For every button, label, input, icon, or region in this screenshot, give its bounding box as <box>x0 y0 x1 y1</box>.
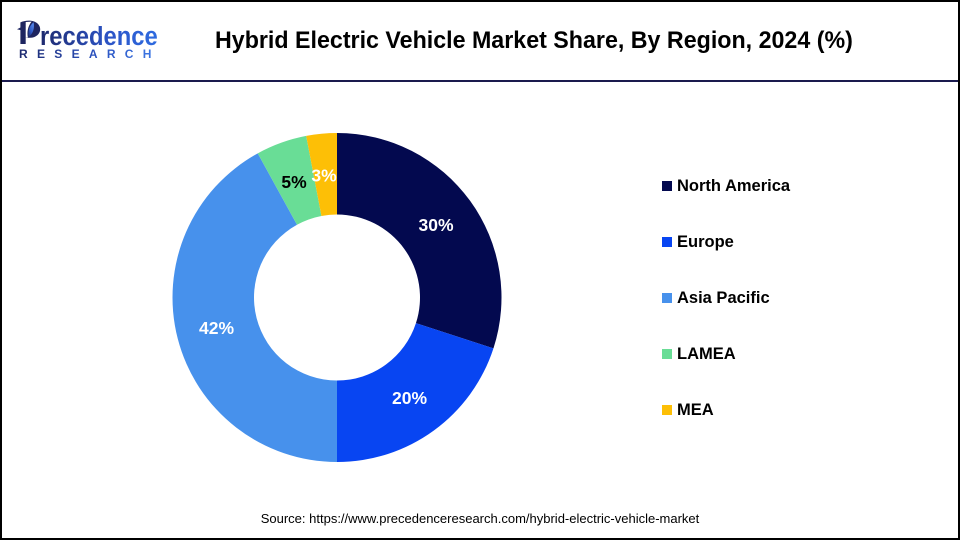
svg-text:42%: 42% <box>199 318 234 338</box>
svg-text:5%: 5% <box>281 172 307 192</box>
svg-text:20%: 20% <box>392 388 427 408</box>
svg-text:3%: 3% <box>311 166 337 186</box>
svg-text:30%: 30% <box>418 215 453 235</box>
